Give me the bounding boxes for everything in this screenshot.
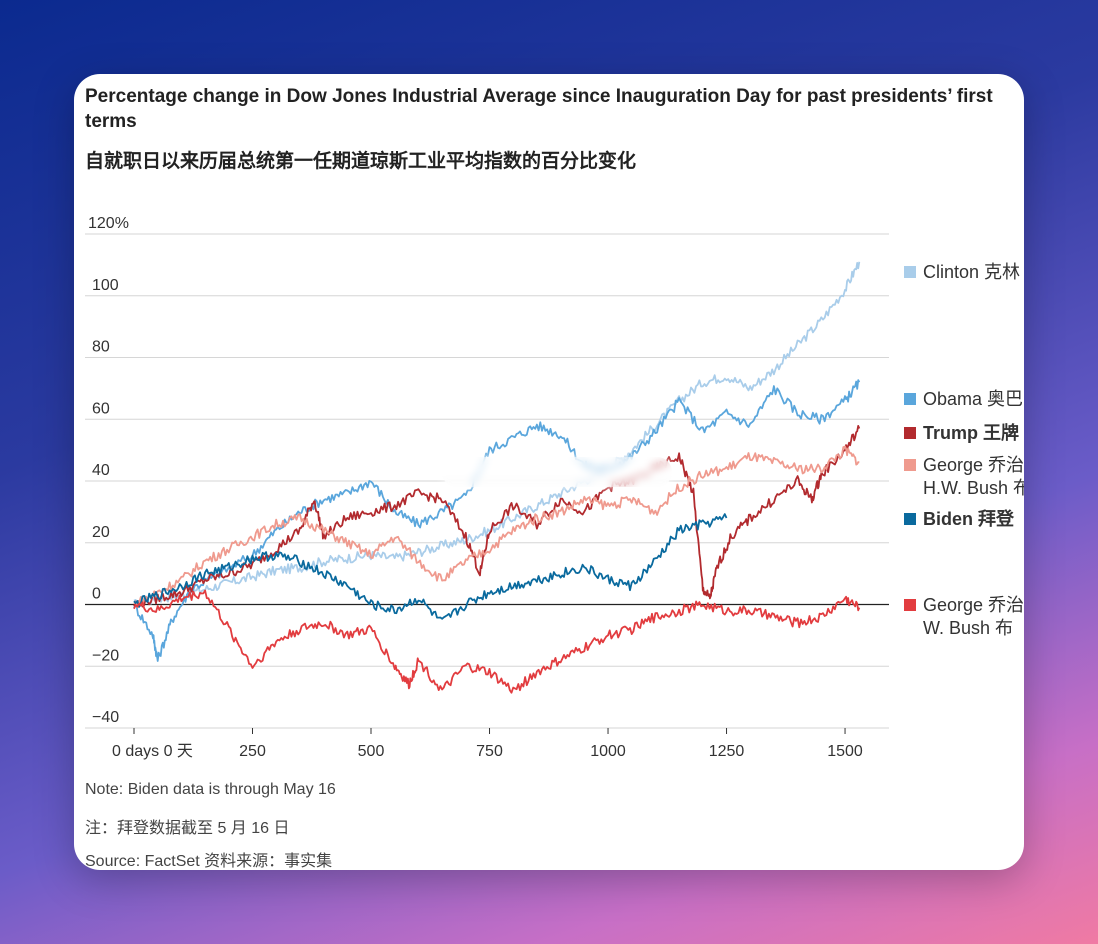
legend-swatch [904,427,916,439]
legend-label: George 乔治 [923,455,1024,475]
chart-subtitle: 自就职日以来历届总统第一任期道琼斯工业平均指数的百分比变化 [85,151,637,172]
y-tick-label: −20 [92,647,119,664]
legend-swatch [904,459,916,471]
legend-label: Trump 王牌 [923,422,1019,443]
series-line [133,425,861,608]
x-tick-label: 250 [239,743,266,760]
legend-label: H.W. Bush 布 [923,478,1024,498]
source-note: Source: FactSet 资料来源：事实集 [85,853,333,870]
y-tick-label: 100 [92,277,119,294]
chart-title: Percentage change in Dow Jones Industria… [85,86,993,132]
y-tick-label: 40 [92,462,110,479]
chart-card: Percentage change in Dow Jones Industria… [74,74,1024,870]
x-tick-label: 1000 [590,743,626,760]
legend-swatch [904,393,916,405]
y-tick-label: 20 [92,524,110,541]
series-line [133,379,861,662]
y-tick-label: 80 [92,339,110,356]
series-line [133,589,861,694]
legend-swatch [904,513,916,525]
y-tick-label: −40 [92,709,119,726]
legend-swatch [904,599,916,611]
blurred-watermark [442,457,672,487]
x-tick-label: 750 [476,743,503,760]
x-tick-label: 1250 [709,743,745,760]
y-tick-label: 0 [92,586,101,603]
note-chinese: 注：拜登数据截至 5 月 16 日 [85,820,290,837]
legend-label: Biden 拜登 [923,508,1015,529]
series-line [133,261,861,609]
legend-label: George 乔治 [923,595,1024,615]
legend-swatch [904,266,916,278]
legend-label: Clinton 克林 [923,262,1020,282]
series-line [133,445,860,608]
legend-label: Obama 奥巴 [923,389,1023,409]
line-chart: 120% 100 80 60 40 20 0 −20 −40 0 days 0 天 250 500 75… [85,215,1024,760]
series-line [133,513,728,620]
legend-label: W. Bush 布 [923,618,1013,638]
y-tick-label: 120% [88,215,129,232]
y-tick-label: 60 [92,400,110,417]
note-english: Note: Biden data is through May 16 [85,781,336,798]
x-tick-label: 0 days 0 天 [112,743,193,760]
x-tick-label: 1500 [827,743,863,760]
x-tick-label: 500 [358,743,385,760]
